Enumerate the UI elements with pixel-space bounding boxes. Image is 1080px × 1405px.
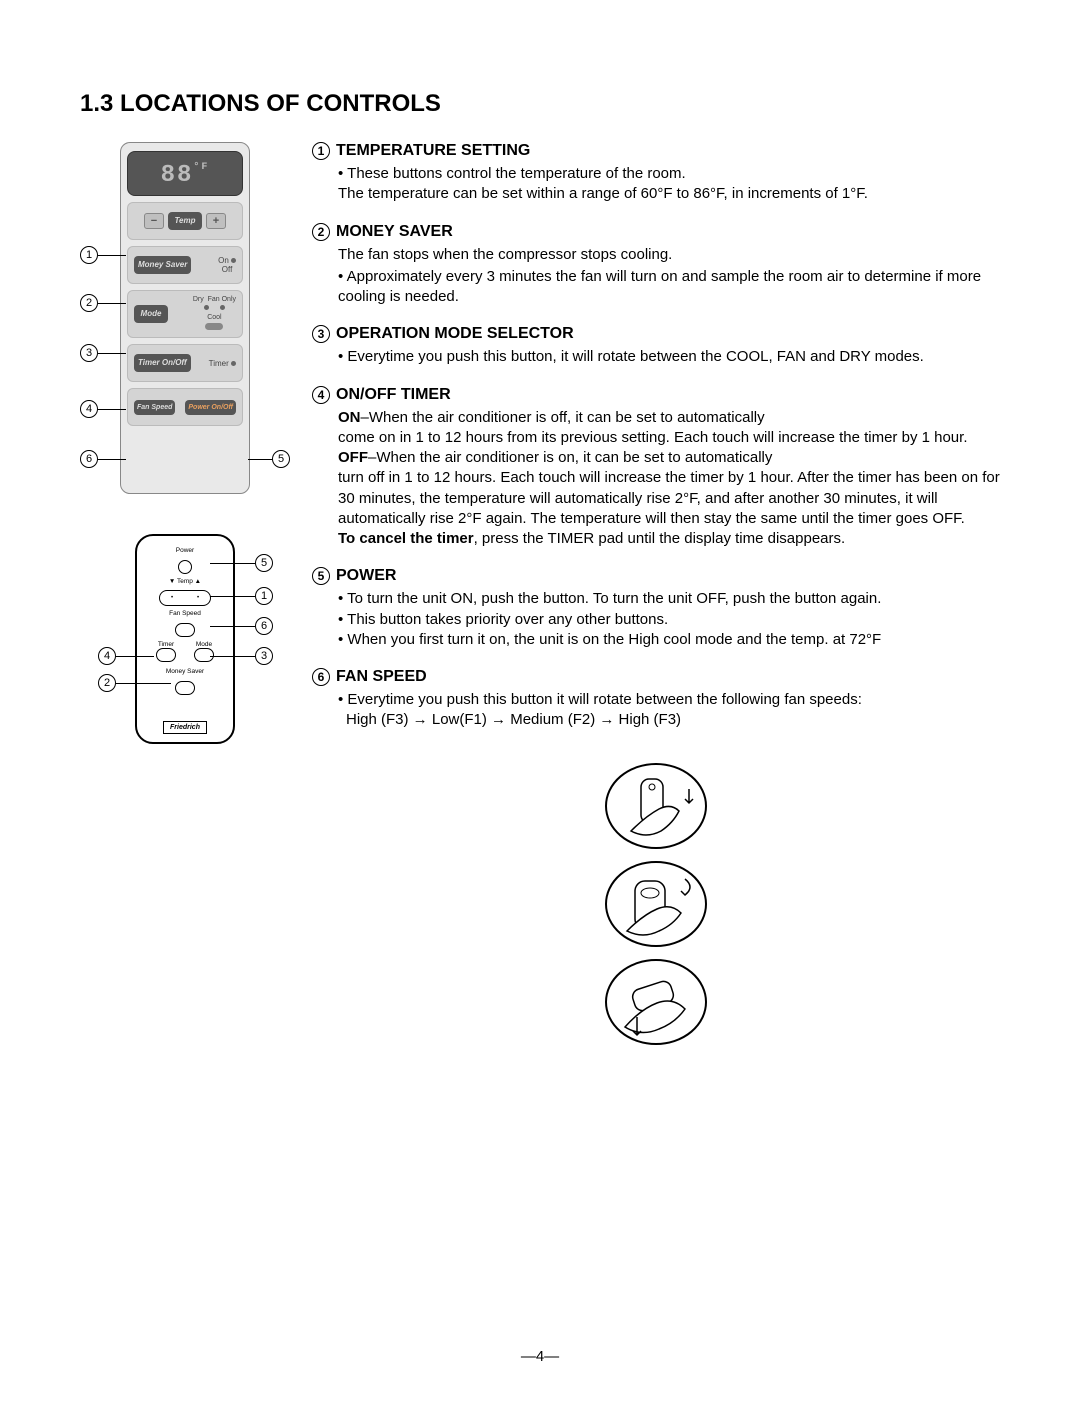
section: 5 POWER To turn the unit ON, push the butt… — [312, 567, 1000, 650]
hand-illustration — [601, 859, 711, 949]
led-icon — [204, 305, 209, 310]
timer-text: Timer — [209, 359, 229, 368]
lead-line — [210, 656, 255, 657]
section-number: 5 — [312, 567, 330, 585]
section: 3 OPERATION MODE SELECTOR Everytime you pu… — [312, 325, 1000, 367]
remote-power-label: Power — [176, 548, 194, 555]
lcd-value: 88 — [161, 162, 194, 189]
remote-fan-button[interactable] — [175, 623, 195, 637]
callout-6: 6 — [80, 450, 98, 468]
remote-money-label: Money Saver — [166, 669, 204, 676]
temp-down-button[interactable]: − — [144, 213, 164, 229]
remote-timer-label: Timer — [156, 642, 176, 649]
section: 6 FAN SPEED Everytime you push this button… — [312, 668, 1000, 731]
diagram-column: 88°F − Temp + Money Saver On Off Mode — [80, 142, 290, 1047]
power-label[interactable]: Power On/Off — [185, 400, 236, 415]
lead-line — [210, 596, 255, 597]
money-saver-label[interactable]: Money Saver — [134, 256, 191, 274]
lcd-unit: °F — [193, 162, 209, 173]
lead-line — [98, 303, 126, 304]
lead-line — [98, 459, 126, 460]
lead-line — [116, 656, 154, 657]
fan-speed-label[interactable]: Fan Speed — [134, 400, 175, 415]
section-title: POWER — [336, 567, 396, 585]
remote-fan-label: Fan Speed — [169, 611, 201, 618]
page-heading: 1.3 LOCATIONS OF CONTROLS — [80, 90, 1000, 118]
callout-2: 2 — [98, 674, 116, 692]
control-panel-diagram: 88°F − Temp + Money Saver On Off Mode — [80, 142, 290, 502]
panel-row-money: Money Saver On Off — [127, 246, 243, 284]
led-icon — [231, 361, 236, 366]
callout-6: 6 — [255, 617, 273, 635]
pill-icon — [205, 323, 223, 330]
panel-row-fan-power: Fan Speed Power On/Off — [127, 388, 243, 426]
text-column: 1 TEMPERATURE SETTING These buttons contro… — [312, 142, 1000, 1047]
lead-line — [210, 626, 255, 627]
section-number: 3 — [312, 325, 330, 343]
callout-4: 4 — [98, 647, 116, 665]
hand-illustration — [601, 761, 711, 851]
section-body: Everytime you push this button it will r… — [312, 690, 1000, 731]
section-title: ON/OFF TIMER — [336, 386, 451, 404]
section-body: These buttons control the temperature of… — [312, 164, 1000, 205]
section-title: FAN SPEED — [336, 668, 427, 686]
mode-label[interactable]: Mode — [134, 305, 168, 323]
callout-3: 3 — [80, 344, 98, 362]
callout-5: 5 — [272, 450, 290, 468]
hand-illustrations — [581, 761, 731, 1047]
panel-row-mode: Mode Dry Fan Only Cool — [127, 290, 243, 338]
remote-mode-button[interactable] — [194, 648, 214, 662]
temp-label: Temp — [168, 212, 202, 230]
lead-line — [98, 255, 126, 256]
lead-line — [210, 563, 255, 564]
timer-label[interactable]: Timer On/Off — [134, 354, 191, 372]
mode-cool-label: Cool — [193, 314, 236, 321]
mode-fanonly-label: Fan Only — [208, 296, 236, 303]
hand-illustration — [601, 957, 711, 1047]
remote-timer-button[interactable] — [156, 648, 176, 662]
callout-1: 1 — [80, 246, 98, 264]
section-number: 2 — [312, 223, 330, 241]
page-number: —4— — [521, 1348, 559, 1365]
section-title: MONEY SAVER — [336, 223, 453, 241]
remote-brand: Friedrich — [163, 721, 207, 734]
section-body: ON–When the air conditioner is off, it c… — [312, 408, 1000, 550]
callout-3: 3 — [255, 647, 273, 665]
led-icon — [231, 258, 236, 263]
section-body: The fan stops when the compressor stops … — [312, 245, 1000, 308]
section-body: Everytime you push this button, it will … — [312, 347, 1000, 367]
lcd-display: 88°F — [127, 151, 243, 196]
remote-power-button[interactable] — [178, 560, 192, 574]
callout-4: 4 — [80, 400, 98, 418]
panel-row-timer: Timer On/Off Timer — [127, 344, 243, 382]
section: 1 TEMPERATURE SETTING These buttons contro… — [312, 142, 1000, 205]
section: 2 MONEY SAVER The fan stops when the compr… — [312, 223, 1000, 308]
remote-diagram: Power ▼ Temp ▲ •• Fan Speed Timer Mode M… — [80, 532, 290, 762]
lead-line — [116, 683, 171, 684]
callout-5: 5 — [255, 554, 273, 572]
temp-up-button[interactable]: + — [206, 213, 226, 229]
section-body: To turn the unit ON, push the button. To… — [312, 589, 1000, 650]
section-title: TEMPERATURE SETTING — [336, 142, 530, 160]
money-off-label: Off — [222, 265, 233, 274]
callout-1: 1 — [255, 587, 273, 605]
remote-mode-label: Mode — [194, 642, 214, 649]
section-number: 4 — [312, 386, 330, 404]
lead-line — [98, 353, 126, 354]
section: 4 ON/OFF TIMER ON–When the air conditioner… — [312, 386, 1000, 550]
lead-line — [98, 409, 126, 410]
led-icon — [220, 305, 225, 310]
remote-temp-buttons[interactable]: •• — [159, 590, 211, 606]
remote-money-button[interactable] — [175, 681, 195, 695]
lead-line — [248, 459, 272, 460]
section-number: 6 — [312, 668, 330, 686]
remote-temp-label: ▼ Temp ▲ — [169, 579, 201, 586]
section-number: 1 — [312, 142, 330, 160]
panel-row-temp: − Temp + — [127, 202, 243, 240]
section-title: OPERATION MODE SELECTOR — [336, 325, 574, 343]
money-on-label: On — [218, 256, 229, 265]
callout-2: 2 — [80, 294, 98, 312]
mode-dry-label: Dry — [193, 296, 204, 303]
